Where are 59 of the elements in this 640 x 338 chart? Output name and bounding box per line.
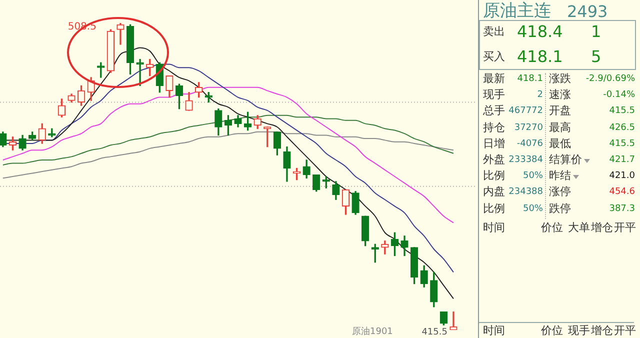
text: 415.5 [609, 138, 635, 149]
text: 454.6 [609, 187, 635, 198]
text: 418.1 [517, 74, 543, 84]
text: 开平 [614, 324, 636, 337]
candlestick [136, 58, 144, 86]
text: 现手 [483, 88, 505, 102]
text: 415.5 [609, 106, 635, 116]
text: 现手 [568, 324, 590, 337]
text: 2493 [567, 2, 608, 21]
text: 233384 [508, 155, 543, 165]
text: 2 [537, 90, 543, 100]
text: 418.1 [517, 47, 563, 66]
text: 昨结 [549, 169, 571, 182]
text: 时间 [483, 221, 505, 234]
text: 5 [591, 47, 602, 66]
text: 持仓 [483, 120, 505, 134]
text: -4076 [516, 138, 543, 149]
text: 421.0 [609, 171, 635, 182]
text: 421.7 [609, 155, 635, 165]
text: 开盘 [549, 104, 571, 118]
text: 涨停 [549, 185, 571, 198]
text: 比例 [483, 202, 505, 215]
annotation: 415.5 [422, 327, 448, 338]
text: 最高 [549, 120, 571, 134]
text: 价位 [541, 324, 563, 337]
text: 增仓 [591, 324, 613, 337]
text: -0.14% [603, 90, 635, 100]
text: 418.4 [517, 22, 563, 41]
text: 增仓 [591, 221, 613, 234]
annotation: 原油1901 [352, 327, 393, 337]
candlestick [450, 312, 458, 330]
text: 结算价 [549, 153, 582, 166]
text: 最新 [483, 72, 505, 85]
text: 价位 [541, 221, 563, 234]
text: 速涨 [549, 88, 571, 102]
text: 日增 [483, 136, 505, 150]
text: 外盘 [483, 153, 505, 166]
text: 234388 [508, 187, 543, 198]
text: 467772 [508, 106, 543, 116]
text: 1 [591, 22, 602, 41]
text: -2.9/0.69% [586, 74, 635, 84]
text: 50% [522, 204, 543, 214]
text: 总手 [483, 104, 505, 118]
text: 原油主连 [483, 1, 551, 21]
text: 开平 [614, 221, 636, 234]
text: 卖出 [483, 25, 505, 38]
text: 内盘 [483, 185, 505, 198]
text: 426.5 [609, 122, 635, 133]
text: 50% [522, 171, 543, 182]
text: 387.3 [609, 204, 635, 214]
text: 37270 [514, 122, 543, 133]
text: 大单 [568, 221, 590, 234]
text: 最低 [549, 136, 571, 150]
text: 跌停 [549, 202, 571, 215]
text: 比例 [483, 169, 505, 182]
text: 涨跌 [549, 72, 571, 85]
text: 买入 [483, 50, 505, 63]
candlestick [116, 23, 124, 45]
text: 时间 [483, 324, 505, 337]
